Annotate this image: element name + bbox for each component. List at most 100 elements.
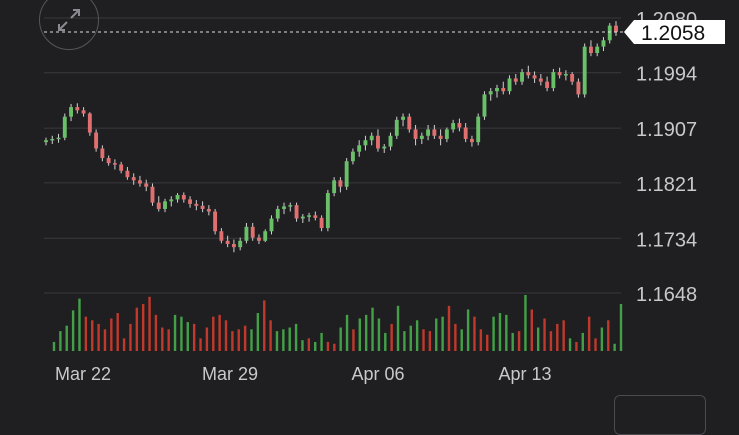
candle-body xyxy=(138,180,142,184)
candle-body xyxy=(545,81,550,89)
volume-bar xyxy=(339,327,342,351)
volume-bar xyxy=(141,304,145,351)
candle-body xyxy=(520,72,524,82)
candle-body xyxy=(69,107,73,117)
volume-bar xyxy=(154,314,158,351)
volume-bar xyxy=(186,322,189,351)
volume-bar xyxy=(288,327,291,351)
candle-body xyxy=(112,163,117,165)
volume-bar xyxy=(460,329,463,351)
candle-body xyxy=(570,74,575,82)
volume-bar xyxy=(492,316,495,351)
volume-bar xyxy=(243,325,247,351)
volume-bar xyxy=(396,305,400,351)
candle-body xyxy=(87,113,92,133)
volume-bar xyxy=(110,318,113,351)
chart-svg: 1.20801.19941.19071.18211.17341.16481.20… xyxy=(44,9,725,384)
expand-button[interactable] xyxy=(39,0,99,50)
volume-bar xyxy=(409,325,412,351)
volume-bar xyxy=(530,309,534,351)
volume-bar xyxy=(192,323,196,351)
candle-body xyxy=(238,240,243,248)
volume-bar xyxy=(237,329,240,351)
candle-body xyxy=(419,135,424,139)
bottom-right-control[interactable] xyxy=(614,395,706,435)
candle-body xyxy=(407,116,412,130)
candle-body xyxy=(595,46,600,54)
candle-body xyxy=(319,217,324,229)
volume-bar xyxy=(282,329,285,351)
volume-bar xyxy=(454,323,457,351)
volume-bar xyxy=(543,318,546,351)
candle-body xyxy=(100,148,105,159)
candle-body xyxy=(401,116,405,120)
volume-bar xyxy=(218,314,221,351)
candle-body xyxy=(538,78,543,82)
volume-bar xyxy=(161,327,164,351)
candle-body xyxy=(250,226,255,238)
candle-body xyxy=(382,146,387,149)
candle-body xyxy=(451,123,456,130)
candle-body xyxy=(438,135,443,139)
candle-body xyxy=(614,25,618,33)
candle-body xyxy=(426,129,431,136)
candle-body xyxy=(513,78,518,82)
volume-bar xyxy=(116,313,119,351)
current-price-tag xyxy=(624,20,725,45)
volume-bar xyxy=(135,307,139,351)
candle-body xyxy=(457,123,462,128)
candle-body xyxy=(75,107,80,111)
volume-bar xyxy=(473,316,476,351)
candle-body xyxy=(44,140,48,143)
candle-body xyxy=(213,211,218,232)
candle-body xyxy=(156,202,161,209)
candle-body xyxy=(463,127,468,139)
volume-bar xyxy=(447,305,451,351)
candle-body xyxy=(94,132,99,149)
candle-body xyxy=(56,137,61,140)
candle-body xyxy=(194,203,199,206)
candle-body xyxy=(476,116,481,143)
candle-body xyxy=(495,88,499,92)
volume-bar xyxy=(65,325,68,351)
candle-body xyxy=(119,164,124,171)
candle-body xyxy=(563,74,568,76)
candle-body xyxy=(607,25,612,41)
volume-bar xyxy=(173,314,177,351)
volume-bar xyxy=(307,338,311,351)
volume-bar xyxy=(384,332,387,351)
volume-bar xyxy=(390,323,393,351)
volume-bar xyxy=(52,341,56,351)
volume-bar xyxy=(594,338,597,351)
volume-bar xyxy=(549,331,553,351)
candle-body xyxy=(181,194,186,200)
candle-body xyxy=(388,135,393,147)
volume-bar xyxy=(486,334,489,351)
volume-bar xyxy=(498,313,502,351)
volume-bar xyxy=(59,331,62,351)
volume-bar xyxy=(422,329,425,351)
volume-bar xyxy=(97,323,100,351)
candle-body xyxy=(163,201,167,209)
candle-body xyxy=(263,231,268,241)
candle-body xyxy=(488,91,493,95)
x-tick-label: Apr 13 xyxy=(498,364,551,384)
volume-bar xyxy=(511,332,514,351)
candle-body xyxy=(188,199,193,204)
volume-bar xyxy=(364,314,368,351)
y-tick-label: 1.1734 xyxy=(636,229,697,251)
volume-bar xyxy=(148,296,151,351)
candle-body xyxy=(551,72,556,89)
candle-body xyxy=(394,119,399,136)
expand-arrows-icon xyxy=(58,9,80,31)
candle-body xyxy=(350,151,355,162)
volume-bar xyxy=(263,300,266,351)
candle-body xyxy=(206,208,211,212)
current-price-label: 1.2058 xyxy=(641,22,705,45)
volume-bar xyxy=(294,323,298,351)
candle-body xyxy=(131,177,136,181)
candle-body xyxy=(332,180,337,194)
volume-bar xyxy=(167,329,170,351)
candle-body xyxy=(507,78,512,92)
candle-body xyxy=(532,75,537,79)
